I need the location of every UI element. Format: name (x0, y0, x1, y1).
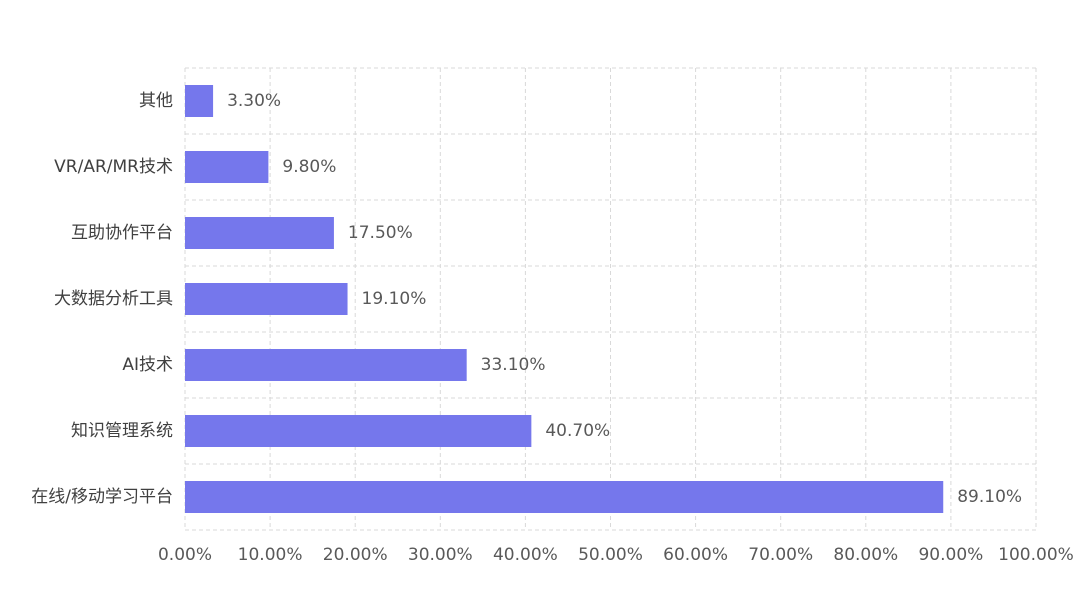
category-label: AI技术 (122, 355, 173, 375)
value-label: 9.80% (282, 157, 336, 177)
x-tick-label: 60.00% (663, 545, 728, 565)
value-label: 17.50% (348, 223, 413, 243)
category-label: 知识管理系统 (71, 421, 173, 441)
value-labels: 3.30% 9.80% 17.50% 19.10% 33.10% 40.70% 89.10% (227, 91, 1022, 507)
value-label: 19.10% (362, 289, 427, 309)
category-label: 在线/移动学习平台 (31, 487, 173, 507)
category-label: VR/AR/MR技术 (54, 157, 173, 177)
x-tick-label: 50.00% (578, 545, 643, 565)
value-label: 89.10% (957, 487, 1022, 507)
x-tick-label: 90.00% (918, 545, 983, 565)
x-tick-label: 40.00% (493, 545, 558, 565)
bar (185, 217, 334, 249)
x-tick-label: 70.00% (748, 545, 813, 565)
value-label: 40.70% (545, 421, 610, 441)
bar (185, 415, 532, 447)
value-label: 3.30% (227, 91, 281, 111)
category-label: 互助协作平台 (71, 223, 173, 243)
bar (185, 85, 214, 117)
x-axis-tick-labels: 0.00% 10.00% 20.00% 30.00% 40.00% 50.00% 60.00… (158, 545, 1074, 565)
x-tick-label: 30.00% (408, 545, 473, 565)
category-label: 其他 (139, 91, 173, 111)
x-tick-label: 80.00% (833, 545, 898, 565)
grid-lines (184, 67, 1037, 531)
value-label: 33.10% (481, 355, 546, 375)
x-tick-label: 100.00% (998, 545, 1074, 565)
bar (185, 349, 467, 381)
x-tick-label: 10.00% (238, 545, 303, 565)
bars (185, 85, 944, 513)
bar (185, 481, 944, 513)
x-tick-label: 20.00% (323, 545, 388, 565)
category-label: 大数据分析工具 (54, 289, 173, 309)
bar (185, 283, 348, 315)
x-tick-label: 0.00% (158, 545, 212, 565)
bar (185, 151, 269, 183)
